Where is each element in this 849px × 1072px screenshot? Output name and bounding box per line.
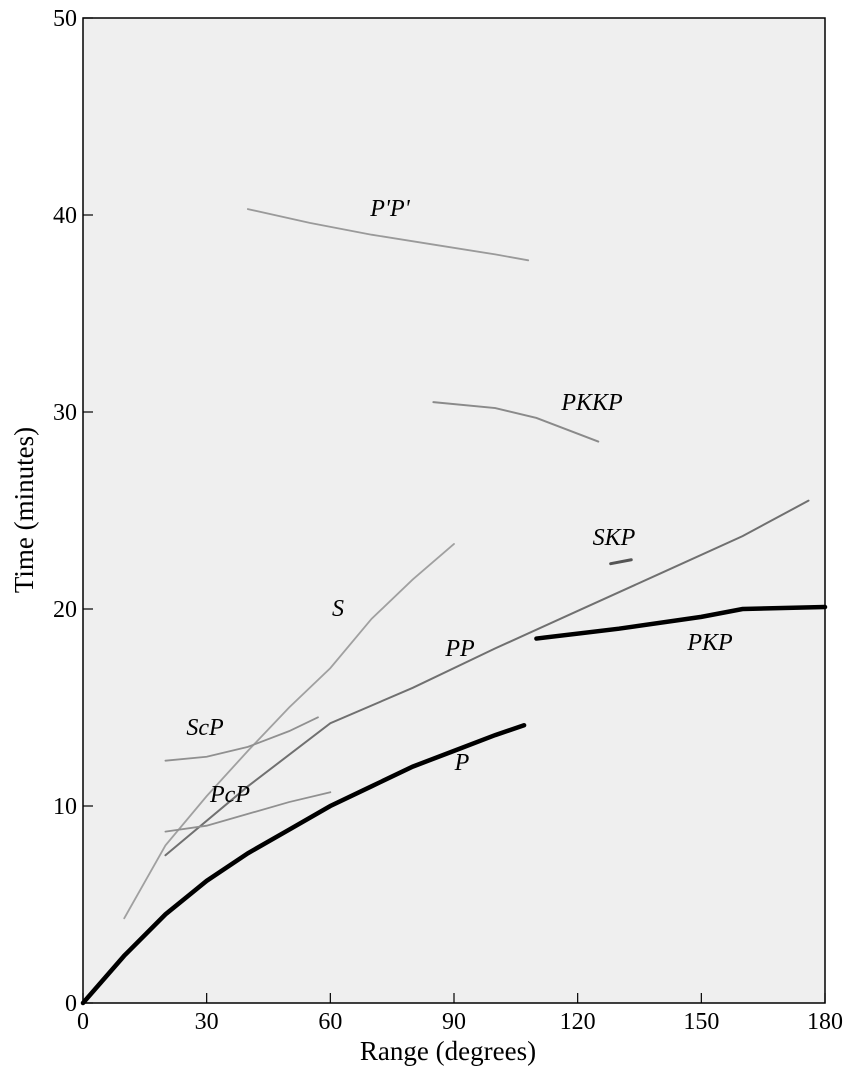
phase-curve: [609, 558, 633, 566]
phase-label: PcP: [209, 782, 250, 808]
plot-background: [83, 18, 825, 1003]
phase-curve: [80, 722, 527, 1006]
x-tick-label: 120: [560, 1009, 596, 1035]
y-axis-title: Time (minutes): [9, 427, 39, 593]
x-tick-label: 30: [195, 1009, 219, 1035]
phase-label: ScP: [186, 715, 224, 741]
phase-curve: [164, 716, 319, 762]
x-tick-label: 0: [77, 1009, 89, 1035]
phase-curve: [432, 401, 600, 443]
phase-label: S: [332, 596, 344, 622]
y-tick-label: 30: [53, 400, 77, 426]
phase-curve: [534, 604, 828, 641]
y-tick-label: 0: [65, 991, 77, 1017]
phase-label: P'P': [369, 196, 410, 222]
y-tick-label: 40: [53, 203, 77, 229]
x-tick-label: 150: [683, 1009, 719, 1035]
phase-label: P: [454, 750, 470, 776]
y-tick-label: 20: [53, 597, 77, 623]
phase-curve: [246, 208, 530, 262]
phase-label: PKP: [686, 630, 733, 656]
phase-curve: [164, 791, 332, 833]
x-tick-label: 90: [442, 1009, 466, 1035]
x-tick-label: 60: [318, 1009, 342, 1035]
phase-label: PKKP: [560, 390, 623, 416]
y-tick-label: 50: [53, 6, 77, 32]
y-tick-label: 10: [53, 794, 77, 820]
phase-label: PP: [444, 636, 475, 662]
phase-label: SKP: [593, 525, 636, 551]
phase-curve: [164, 499, 810, 857]
x-axis-title: Range (degrees): [360, 1036, 536, 1066]
x-tick-label: 180: [807, 1009, 843, 1035]
